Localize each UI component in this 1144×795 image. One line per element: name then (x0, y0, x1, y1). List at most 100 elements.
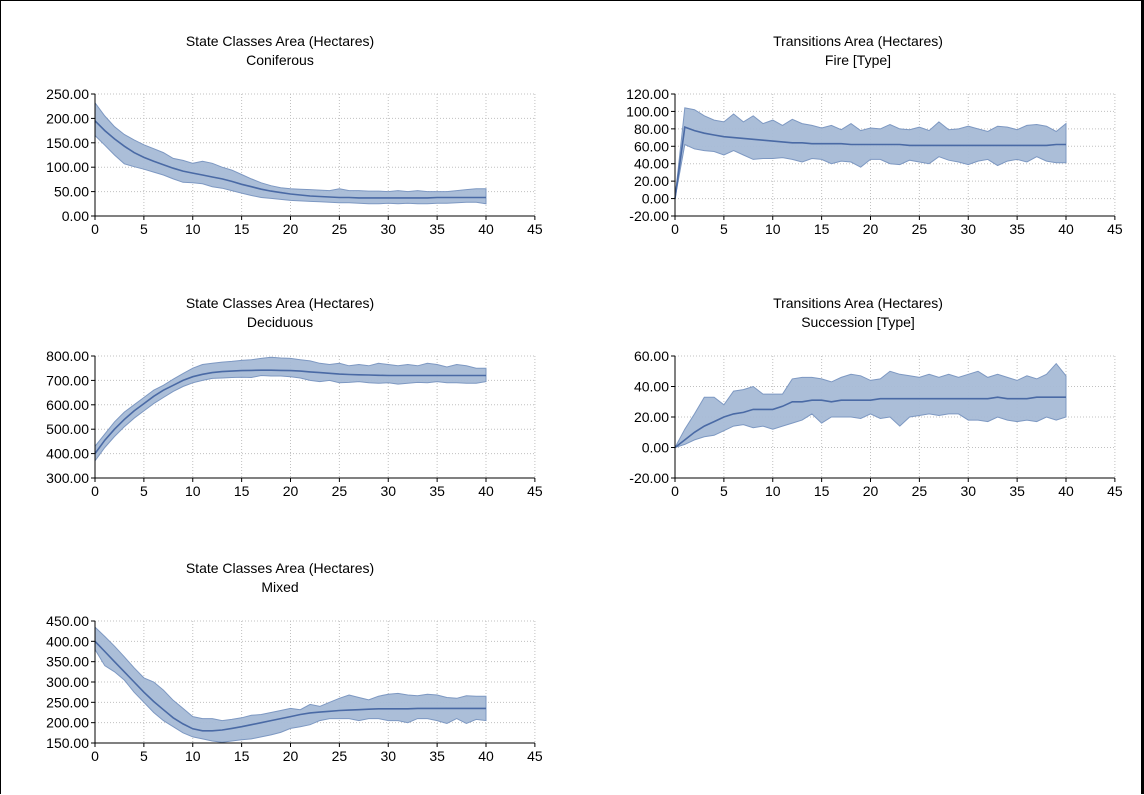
x-tick-label: 35 (1009, 483, 1025, 499)
x-tick-label: 20 (863, 483, 879, 499)
y-tick-label: 250.00 (46, 86, 89, 102)
y-tick-label: 40.00 (634, 156, 669, 172)
x-tick-label: 40 (478, 483, 494, 499)
x-tick-label: 25 (912, 221, 928, 237)
x-tick-label: 10 (765, 221, 781, 237)
confidence-band (94, 356, 487, 463)
x-tick-label: 10 (185, 748, 201, 764)
chart-subtitle: Coniferous (246, 52, 314, 68)
x-tick-label: 30 (380, 748, 396, 764)
x-tick-label: 0 (91, 748, 99, 764)
x-tick-label: 15 (814, 221, 830, 237)
x-tick-label: 5 (140, 483, 148, 499)
mean-line (674, 126, 1066, 199)
confidence-band (673, 362, 1067, 449)
confidence-band (94, 625, 487, 743)
chart-title: State Classes Area (Hectares) (186, 295, 374, 311)
x-tick-label: 40 (478, 221, 494, 237)
chart-subtitle: Mixed (261, 579, 298, 595)
chart-2: Transitions Area (Hectares) Fire [Type] 12… (626, 33, 1123, 237)
confidence-band (674, 107, 1067, 199)
y-tick-label: 150.00 (46, 735, 89, 751)
mean-line (94, 120, 486, 199)
chart-5: State Classes Area (Hectares) Mixed 450.00… (46, 560, 543, 764)
x-tick-label: 25 (332, 221, 348, 237)
mean-line (674, 396, 1066, 449)
x-tick-label: 15 (234, 483, 250, 499)
y-tick-label: 400.00 (46, 633, 89, 649)
x-tick-label: 40 (1058, 483, 1074, 499)
x-tick-label: 10 (185, 483, 201, 499)
x-tick-label: 35 (429, 221, 445, 237)
y-tick-label: 50.00 (54, 184, 89, 200)
x-tick-label: 45 (1107, 483, 1123, 499)
chart-subtitle: Fire [Type] (825, 52, 891, 68)
x-tick-label: 30 (380, 221, 396, 237)
x-tick-label: 35 (1009, 221, 1025, 237)
y-tick-label: 200.00 (46, 110, 89, 126)
y-tick-label: 450.00 (46, 613, 89, 629)
chart-1: State Classes Area (Hectares) Coniferous 2… (46, 33, 543, 237)
y-tick-label: 600.00 (46, 397, 89, 413)
x-tick-label: 30 (960, 483, 976, 499)
x-tick-label: 30 (380, 483, 396, 499)
x-tick-label: 20 (283, 483, 299, 499)
x-tick-label: 5 (140, 748, 148, 764)
x-tick-label: 10 (765, 483, 781, 499)
x-tick-label: 5 (140, 221, 148, 237)
x-tick-label: 45 (527, 483, 543, 499)
y-tick-label: 300.00 (46, 470, 89, 486)
y-tick-label: 0.00 (62, 208, 89, 224)
chart-3: State Classes Area (Hectares) Deciduous 80… (46, 295, 543, 499)
y-tick-label: 100.00 (626, 103, 669, 119)
chart-title: State Classes Area (Hectares) (186, 33, 374, 49)
y-tick-label: 20.00 (634, 173, 669, 189)
y-tick-label: 0.00 (642, 191, 669, 207)
chart-title: Transitions Area (Hectares) (773, 295, 943, 311)
x-tick-label: 0 (671, 221, 679, 237)
y-tick-label: -20.00 (629, 208, 669, 224)
y-tick-label: 0.00 (642, 440, 669, 456)
x-tick-label: 35 (429, 748, 445, 764)
y-tick-label: 250.00 (46, 694, 89, 710)
chart-title: Transitions Area (Hectares) (773, 33, 943, 49)
chart-4: Transitions Area (Hectares) Succession [T… (629, 295, 1123, 499)
x-tick-label: 5 (720, 221, 728, 237)
x-tick-label: 25 (332, 483, 348, 499)
y-tick-label: 800.00 (46, 348, 89, 364)
y-tick-label: 100.00 (46, 159, 89, 175)
x-tick-label: 0 (91, 221, 99, 237)
x-tick-label: 30 (960, 221, 976, 237)
x-tick-label: 5 (720, 483, 728, 499)
x-tick-label: 0 (91, 483, 99, 499)
x-tick-label: 20 (283, 748, 299, 764)
x-tick-label: 25 (332, 748, 348, 764)
y-tick-label: 350.00 (46, 654, 89, 670)
y-tick-label: 20.00 (634, 409, 669, 425)
x-tick-label: 45 (1107, 221, 1123, 237)
x-tick-label: 25 (912, 483, 928, 499)
x-tick-label: 0 (671, 483, 679, 499)
mean-line (94, 369, 486, 455)
x-tick-label: 35 (429, 483, 445, 499)
x-tick-label: 45 (527, 748, 543, 764)
chart-title: State Classes Area (Hectares) (186, 560, 374, 576)
y-tick-label: 400.00 (46, 446, 89, 462)
y-tick-label: 150.00 (46, 135, 89, 151)
x-tick-label: 15 (234, 221, 250, 237)
y-tick-label: 500.00 (46, 421, 89, 437)
x-tick-label: 20 (863, 221, 879, 237)
x-tick-label: 45 (527, 221, 543, 237)
y-tick-label: 200.00 (46, 715, 89, 731)
x-tick-label: 15 (234, 748, 250, 764)
x-tick-label: 10 (185, 221, 201, 237)
y-tick-label: 40.00 (634, 379, 669, 395)
mean-line (94, 640, 486, 732)
y-tick-label: 700.00 (46, 372, 89, 388)
y-tick-label: 60.00 (634, 348, 669, 364)
chart-subtitle: Deciduous (247, 314, 313, 330)
x-tick-label: 15 (814, 483, 830, 499)
y-tick-label: -20.00 (629, 470, 669, 486)
y-tick-label: 80.00 (634, 121, 669, 137)
